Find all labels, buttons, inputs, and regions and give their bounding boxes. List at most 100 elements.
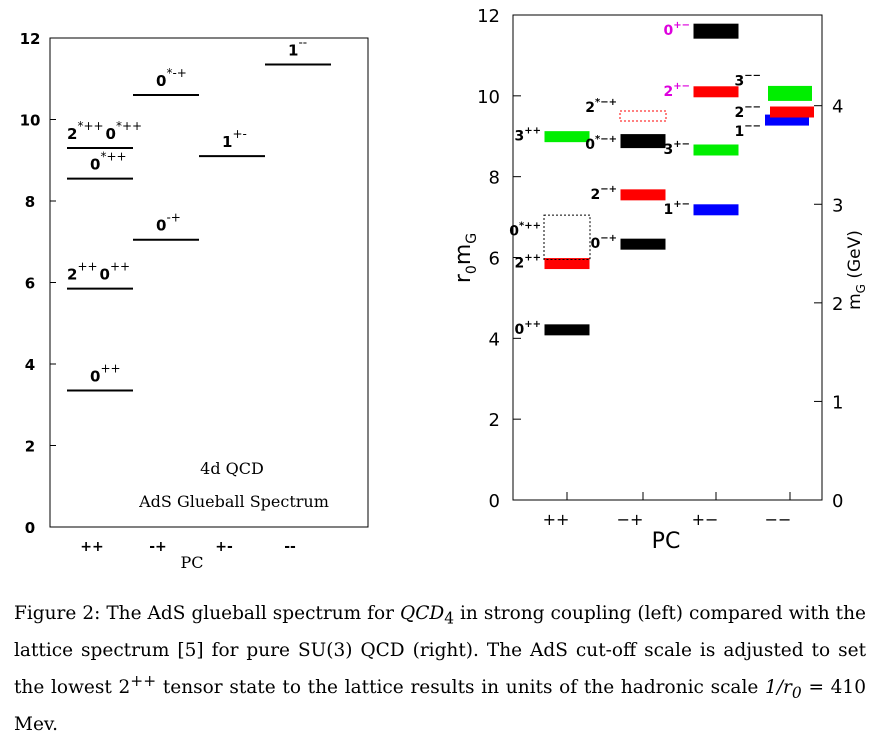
right-level-box xyxy=(620,238,666,250)
right-x-tick-label: ++ xyxy=(543,510,570,529)
y2-label-part: m xyxy=(845,293,865,310)
right-x-tick-label: −+ xyxy=(617,510,644,529)
right-level-box xyxy=(544,324,590,336)
right-level-box xyxy=(620,134,666,149)
level-label-superscript: −+ xyxy=(600,184,617,195)
left-level-label: 2++ 0++ xyxy=(67,260,130,284)
level-label-number: 2 xyxy=(734,105,744,121)
level-label-number: 0 xyxy=(514,322,524,338)
level-label-number: 0 xyxy=(156,72,166,90)
level-label-superscript: *++ xyxy=(116,119,142,133)
right-x-tick-label: −− xyxy=(765,510,792,529)
left-y-tick-label: 12 xyxy=(20,30,41,48)
left-y-tick-label: 10 xyxy=(20,112,41,130)
level-label-number: 0 xyxy=(90,156,100,174)
caption-part-3: tensor state to the lattice results in u… xyxy=(156,676,766,698)
left-y-tick-label: 0 xyxy=(25,519,35,537)
right-level-label: 0+− xyxy=(663,20,690,39)
right-level-label: 1+− xyxy=(663,199,690,218)
right-level-label: 0*−+ xyxy=(585,134,617,153)
left-x-tick-label: -+ xyxy=(149,539,167,555)
right-y2-tick-label: 0 xyxy=(832,491,843,512)
level-label-superscript: +− xyxy=(673,199,690,210)
right-level-label: 3++ xyxy=(514,126,541,145)
level-label-superscript: ++ xyxy=(110,260,130,274)
left-annotation-line: AdS Glueball Spectrum xyxy=(138,492,329,511)
right-level-label: 3−− xyxy=(734,70,761,89)
right-y2-axis-label: mG (GeV) xyxy=(845,230,868,310)
right-level-box xyxy=(620,189,666,201)
level-label-superscript: *−+ xyxy=(595,97,617,108)
right-x-tick-label: +− xyxy=(692,510,719,529)
right-y-tick-label: 10 xyxy=(477,87,500,108)
left-level-label: 0*-+ xyxy=(156,66,187,90)
level-label-superscript: *++ xyxy=(519,220,541,231)
left-x-tick-label: ++ xyxy=(80,539,103,555)
right-level-box xyxy=(770,106,814,118)
level-label-number: 2 xyxy=(585,100,595,116)
y2-label-part: (GeV) xyxy=(845,230,865,284)
left-level-label: 0-+ xyxy=(156,211,181,235)
level-label-superscript: +- xyxy=(232,127,246,141)
level-label-superscript: *++ xyxy=(77,119,103,133)
level-label-number: 2 xyxy=(67,266,77,284)
right-level-label: 2*−+ xyxy=(585,97,617,116)
left-x-tick-label: -- xyxy=(284,539,296,555)
right-level-box xyxy=(544,258,590,270)
y-label-part: r xyxy=(451,273,476,283)
left-annotation-line: 4d QCD xyxy=(200,459,264,478)
right-level-label: 2−+ xyxy=(590,184,617,203)
right-level-label: 3+− xyxy=(663,139,690,158)
level-label-number: 0 xyxy=(663,23,673,39)
level-label-superscript: ++ xyxy=(100,361,120,375)
right-level-label: 0*++ xyxy=(509,220,541,239)
right-level-label: 0++ xyxy=(514,319,541,338)
level-label-number: 3 xyxy=(663,142,673,158)
right-level-box xyxy=(693,144,739,156)
right-level-label: 0−+ xyxy=(590,233,617,252)
right-level-box xyxy=(693,204,739,216)
left-x-axis-label: PC xyxy=(180,553,203,572)
figure-caption: Figure 2: The AdS glueball spectrum for … xyxy=(14,598,866,740)
right-level-box xyxy=(544,131,590,143)
right-level-label: 1−− xyxy=(734,121,761,140)
right-level-box xyxy=(765,114,809,126)
caption-superscript: ++ xyxy=(130,671,157,690)
level-label-superscript: −− xyxy=(744,70,761,81)
level-label-superscript: +− xyxy=(673,81,690,92)
right-y-axis-label: r0mG xyxy=(451,233,480,283)
left-y-tick-label: 8 xyxy=(25,193,35,211)
left-y-tick-label: 6 xyxy=(25,275,35,293)
caption-qcd-subscript: 4 xyxy=(444,609,454,628)
right-level-label: 2++ xyxy=(514,253,541,272)
level-label-superscript: −+ xyxy=(600,233,617,244)
caption-part-1: Figure 2: The AdS glueball spectrum for xyxy=(14,603,401,624)
right-y-tick-label: 0 xyxy=(489,491,500,512)
level-label-superscript: -- xyxy=(298,35,307,49)
right-y-tick-label: 8 xyxy=(489,168,500,189)
left-level-label: 0++ xyxy=(90,361,121,385)
caption-formula-subscript: 0 xyxy=(791,683,802,702)
right-y-tick-label: 12 xyxy=(477,6,500,27)
right-level-label: 2−− xyxy=(734,102,761,121)
right-y2-tick-label: 3 xyxy=(832,195,843,216)
right-y2-tick-label: 4 xyxy=(832,97,843,118)
level-label-number: 1 xyxy=(734,124,744,140)
right-level-box xyxy=(768,85,812,101)
level-label-superscript: +− xyxy=(673,139,690,150)
level-label-number: 3 xyxy=(514,129,524,145)
left-plot-frame xyxy=(49,37,369,528)
right-y2-tick-label: 2 xyxy=(832,294,843,315)
caption-formula: 1/r xyxy=(765,676,792,698)
left-level-label: 1-- xyxy=(288,35,307,59)
y2-label-sub: G xyxy=(854,284,868,293)
left-level-label: 1+- xyxy=(222,127,247,151)
level-label-number: 0 xyxy=(90,367,100,385)
level-label-number: 2 xyxy=(67,125,77,143)
y-label-sub: 0 xyxy=(464,265,480,274)
level-label-superscript: ++ xyxy=(524,319,541,330)
level-label-superscript: -+ xyxy=(166,211,180,225)
level-label-number: 0 xyxy=(100,266,110,284)
level-label-superscript: *++ xyxy=(100,150,126,164)
